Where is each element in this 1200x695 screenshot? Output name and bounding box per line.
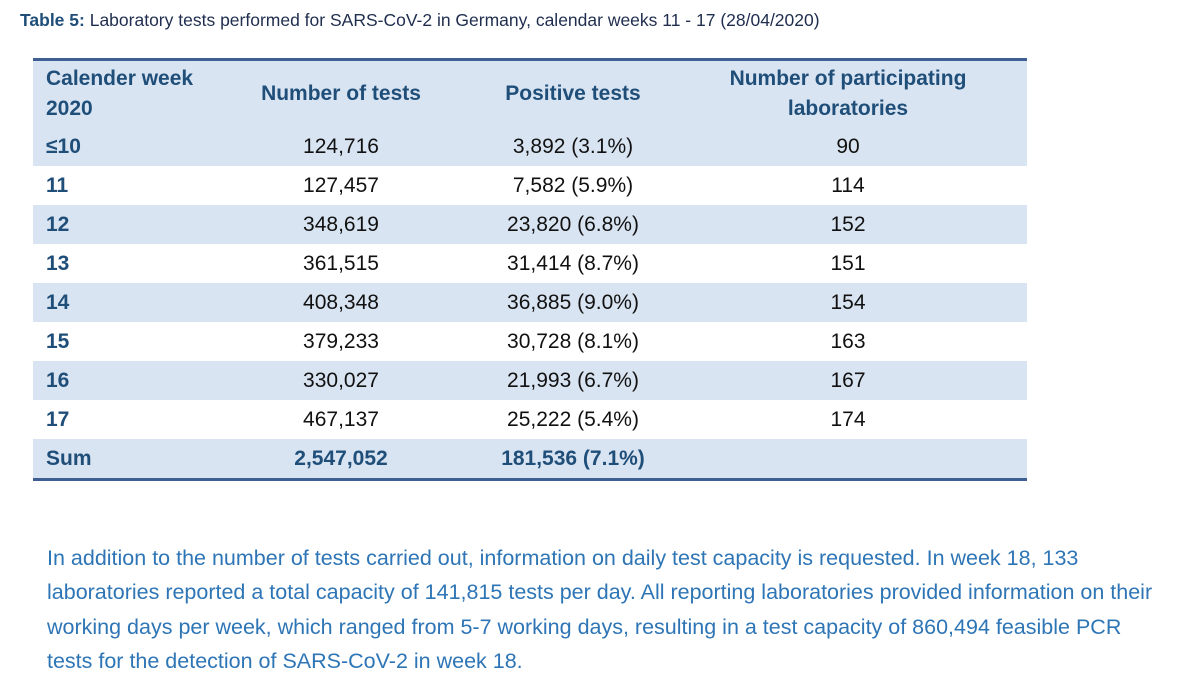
header-week-line2: 2020: [46, 97, 93, 120]
cell-labs: 152: [669, 205, 1027, 244]
sum-row: Sum 2,547,052 181,536 (7.1%): [33, 439, 1027, 478]
caption-text: Laboratory tests performed for SARS-CoV-…: [89, 10, 820, 30]
cell-week: 14: [33, 283, 205, 322]
cell-week: 13: [46, 251, 70, 275]
cell-week: 12: [33, 205, 205, 244]
cell-tests: 361,515: [303, 251, 379, 275]
cell-tests: 127,457: [303, 173, 379, 197]
cell-tests: 379,233: [303, 329, 379, 353]
header-positive-tests: Positive tests: [477, 61, 669, 127]
cell-labs: 167: [669, 361, 1027, 400]
cell-labs: 90: [669, 127, 1027, 166]
table-row: 17 467,137 25,222 (5.4%) 174: [33, 400, 1027, 439]
cell-sum-labs: [669, 439, 1027, 478]
cell-positive: 21,993 (6.7%): [477, 361, 669, 400]
header-calendar-week: Calender week 2020: [33, 61, 205, 127]
header-labs-line2: laboratories: [787, 97, 909, 120]
header-participating-labs: Number of participating laboratories: [669, 61, 1027, 127]
cell-tests: 124,716: [205, 127, 477, 166]
header-row: Calender week 2020 Number of tests Posit…: [33, 61, 1027, 127]
cell-labs: 163: [830, 329, 866, 353]
cell-positive: 30,728 (8.1%): [507, 329, 639, 353]
cell-sum-label: Sum: [33, 439, 205, 478]
cell-positive: 25,222 (5.4%): [507, 407, 639, 431]
lab-tests-table: Calender week 2020 Number of tests Posit…: [33, 58, 1027, 481]
cell-week: 17: [46, 407, 70, 431]
cell-positive: 23,820 (6.8%): [477, 205, 669, 244]
header-number-of-tests: Number of tests: [205, 61, 477, 127]
cell-positive: 7,582 (5.9%): [512, 173, 634, 197]
cell-week: 11: [46, 173, 69, 197]
caption-lead: Table 5:: [20, 10, 85, 30]
cell-labs: 151: [830, 251, 866, 275]
cell-week: 15: [46, 329, 70, 353]
table-row: 14 408,348 36,885 (9.0%) 154: [33, 283, 1027, 322]
cell-labs: 154: [669, 283, 1027, 322]
header-labs-line1: Number of participating: [729, 67, 967, 90]
cell-labs: 114: [831, 173, 865, 197]
cell-positive: 3,892 (3.1%): [477, 127, 669, 166]
table-row: 12 348,619 23,820 (6.8%) 152: [33, 205, 1027, 244]
table-row: 15 379,233 30,728 (8.1%) 163: [33, 322, 1027, 361]
cell-positive: 31,414 (8.7%): [507, 251, 639, 275]
cell-tests: 348,619: [205, 205, 477, 244]
data-table: Calender week 2020 Number of tests Posit…: [33, 61, 1027, 478]
cell-week: ≤10: [33, 127, 205, 166]
table-row: ≤10 124,716 3,892 (3.1%) 90: [33, 127, 1027, 166]
capacity-paragraph: In addition to the number of tests carri…: [47, 545, 1153, 674]
cell-tests: 467,137: [303, 407, 379, 431]
table-row: 11 127,457 7,582 (5.9%) 114: [33, 166, 1027, 205]
header-week-line1: Calender week: [46, 67, 194, 90]
cell-positive: 36,885 (9.0%): [477, 283, 669, 322]
cell-sum-positive: 181,536 (7.1%): [477, 439, 669, 478]
table-row: 16 330,027 21,993 (6.7%) 167: [33, 361, 1027, 400]
table-caption: Table 5: Laboratory tests performed for …: [20, 10, 820, 31]
cell-week: 16: [33, 361, 205, 400]
table-top-rule: [33, 58, 1027, 61]
cell-labs: 174: [830, 407, 866, 431]
table-row: 13 361,515 31,414 (8.7%) 151: [33, 244, 1027, 283]
cell-tests: 408,348: [205, 283, 477, 322]
cell-sum-tests: 2,547,052: [205, 439, 477, 478]
table-bottom-rule: [33, 478, 1027, 481]
cell-tests: 330,027: [205, 361, 477, 400]
